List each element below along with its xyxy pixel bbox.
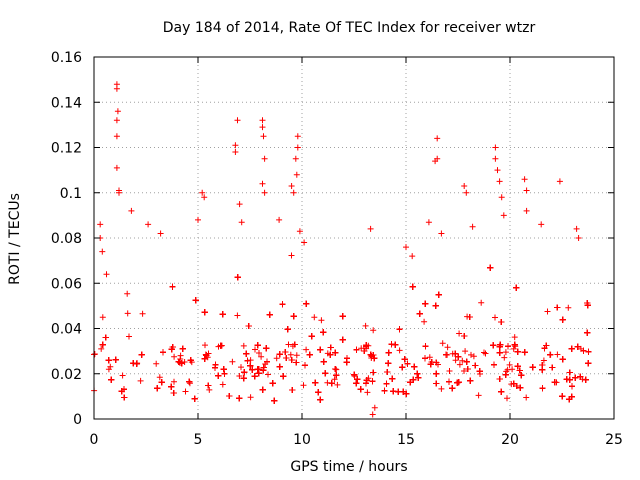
data-point bbox=[139, 310, 146, 317]
data-point bbox=[456, 330, 463, 337]
data-point bbox=[177, 352, 184, 359]
data-point bbox=[540, 357, 547, 364]
data-point bbox=[263, 345, 270, 352]
data-point bbox=[481, 349, 487, 356]
data-point bbox=[202, 342, 208, 349]
data-point bbox=[523, 394, 530, 401]
data-point bbox=[119, 372, 126, 379]
data-point bbox=[334, 381, 341, 388]
data-point bbox=[554, 351, 561, 358]
data-point bbox=[258, 353, 265, 360]
data-point bbox=[362, 322, 369, 329]
data-point bbox=[475, 392, 482, 399]
data-point bbox=[206, 386, 213, 393]
data-points bbox=[91, 81, 592, 418]
data-point bbox=[234, 312, 241, 319]
data-point bbox=[462, 348, 469, 355]
data-point bbox=[124, 290, 131, 297]
data-point bbox=[456, 361, 463, 368]
grid-lines bbox=[94, 57, 614, 419]
data-point bbox=[385, 349, 392, 356]
data-point bbox=[181, 359, 188, 365]
data-point bbox=[470, 353, 477, 360]
data-point bbox=[247, 357, 254, 364]
data-point bbox=[396, 347, 403, 354]
data-point bbox=[364, 389, 371, 396]
data-point bbox=[504, 395, 510, 402]
data-point bbox=[153, 360, 160, 367]
data-point bbox=[300, 382, 307, 389]
data-point bbox=[238, 364, 244, 371]
data-point bbox=[182, 388, 189, 395]
data-point bbox=[444, 344, 451, 351]
data-point bbox=[99, 314, 106, 321]
data-point bbox=[229, 358, 236, 365]
data-point bbox=[478, 299, 485, 306]
data-point bbox=[438, 385, 445, 392]
data-point bbox=[370, 327, 377, 334]
data-point bbox=[510, 345, 517, 352]
data-point bbox=[98, 345, 105, 352]
data-point bbox=[426, 354, 433, 361]
data-point bbox=[219, 381, 226, 388]
data-point bbox=[156, 374, 163, 381]
data-point bbox=[324, 350, 331, 357]
data-point bbox=[358, 345, 365, 352]
data-point bbox=[303, 346, 310, 353]
data-point bbox=[511, 334, 518, 341]
data-point bbox=[506, 361, 513, 368]
data-point bbox=[333, 366, 340, 373]
data-point bbox=[247, 394, 254, 401]
data-point bbox=[509, 366, 516, 373]
data-point bbox=[501, 354, 508, 361]
data-point bbox=[107, 363, 114, 370]
data-point bbox=[273, 355, 280, 362]
data-point bbox=[171, 378, 177, 385]
data-point bbox=[324, 379, 331, 386]
data-point bbox=[287, 351, 294, 358]
data-point bbox=[124, 310, 131, 317]
data-point bbox=[502, 349, 509, 356]
data-point bbox=[240, 342, 247, 349]
data-point bbox=[331, 376, 338, 383]
data-point bbox=[468, 351, 474, 358]
data-point bbox=[293, 352, 300, 359]
data-point bbox=[285, 341, 292, 348]
data-point bbox=[482, 350, 489, 357]
data-point bbox=[311, 314, 318, 321]
data-point bbox=[439, 340, 446, 347]
data-point bbox=[504, 366, 511, 373]
chart-title: Day 184 of 2014, Rate Of TEC Index for r… bbox=[163, 20, 536, 36]
data-point bbox=[459, 357, 466, 364]
data-point bbox=[318, 317, 325, 324]
data-point bbox=[137, 377, 144, 384]
data-point bbox=[565, 304, 572, 311]
data-point bbox=[236, 373, 243, 379]
data-point bbox=[421, 318, 428, 325]
data-point bbox=[452, 357, 459, 364]
data-point bbox=[171, 353, 178, 360]
